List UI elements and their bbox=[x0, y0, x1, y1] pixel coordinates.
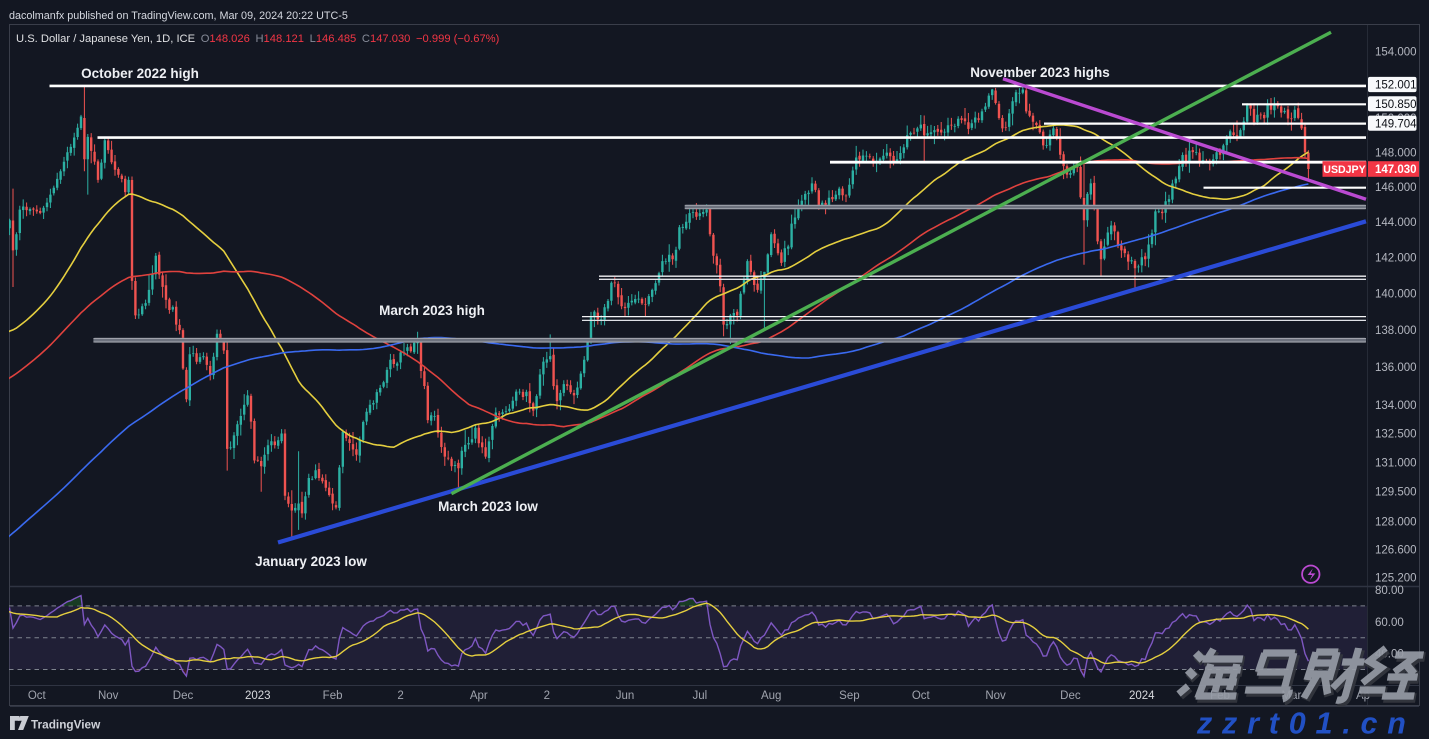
svg-text:131.000: 131.000 bbox=[1375, 458, 1417, 470]
svg-text:60.00: 60.00 bbox=[1375, 617, 1404, 629]
svg-text:144.000: 144.000 bbox=[1375, 217, 1417, 229]
svg-text:Sep: Sep bbox=[839, 690, 859, 702]
svg-text:dacolmanfx published on Tradin: dacolmanfx published on TradingView.com,… bbox=[9, 10, 348, 22]
svg-text:2: 2 bbox=[544, 690, 550, 702]
svg-text:USDJPY: USDJPY bbox=[1323, 164, 1365, 176]
svg-text:November 2023 highs: November 2023 highs bbox=[970, 65, 1110, 80]
svg-text:U.S. Dollar / Japanese Yen, 1D: U.S. Dollar / Japanese Yen, 1D, ICE O148… bbox=[16, 33, 500, 45]
svg-text:Oct: Oct bbox=[28, 690, 47, 702]
svg-text:80.00: 80.00 bbox=[1375, 585, 1404, 597]
svg-text:152.001: 152.001 bbox=[1375, 80, 1417, 92]
svg-text:128.000: 128.000 bbox=[1375, 516, 1417, 528]
svg-text:134.000: 134.000 bbox=[1375, 400, 1417, 412]
svg-text:Dec: Dec bbox=[1060, 690, 1081, 702]
svg-text:zzrt01.cn: zzrt01.cn bbox=[1196, 707, 1416, 739]
svg-text:Jun: Jun bbox=[616, 690, 635, 702]
svg-text:Apr: Apr bbox=[470, 690, 488, 702]
svg-text:Feb: Feb bbox=[323, 690, 343, 702]
svg-text:Nov: Nov bbox=[985, 690, 1006, 702]
svg-text:2: 2 bbox=[397, 690, 403, 702]
svg-text:154.000: 154.000 bbox=[1375, 46, 1417, 58]
svg-text:January 2023 low: January 2023 low bbox=[255, 554, 367, 569]
svg-text:150.850: 150.850 bbox=[1375, 99, 1417, 111]
svg-text:October 2022 high: October 2022 high bbox=[81, 66, 199, 81]
svg-text:138.000: 138.000 bbox=[1375, 325, 1417, 337]
svg-text:148.000: 148.000 bbox=[1375, 147, 1417, 159]
svg-text:146.000: 146.000 bbox=[1375, 182, 1417, 194]
svg-text:125.200: 125.200 bbox=[1375, 573, 1417, 585]
svg-text:March 2023 high: March 2023 high bbox=[379, 303, 485, 318]
svg-text:Nov: Nov bbox=[98, 690, 119, 702]
svg-text:129.500: 129.500 bbox=[1375, 487, 1417, 499]
svg-text:Jul: Jul bbox=[692, 690, 707, 702]
svg-text:132.500: 132.500 bbox=[1375, 429, 1417, 441]
svg-text:2024: 2024 bbox=[1129, 690, 1155, 702]
svg-text:136.000: 136.000 bbox=[1375, 362, 1417, 374]
svg-text:Dec: Dec bbox=[173, 690, 194, 702]
svg-text:March 2023 low: March 2023 low bbox=[438, 499, 538, 514]
svg-text:147.030: 147.030 bbox=[1375, 164, 1417, 176]
svg-text:149.704: 149.704 bbox=[1375, 118, 1417, 130]
svg-text:TradingView: TradingView bbox=[31, 718, 101, 732]
svg-text:140.000: 140.000 bbox=[1375, 289, 1417, 301]
svg-text:Oct: Oct bbox=[912, 690, 931, 702]
svg-text:126.600: 126.600 bbox=[1375, 544, 1417, 556]
svg-text:2023: 2023 bbox=[245, 690, 271, 702]
svg-text:142.000: 142.000 bbox=[1375, 253, 1417, 265]
svg-text:Aug: Aug bbox=[761, 690, 781, 702]
